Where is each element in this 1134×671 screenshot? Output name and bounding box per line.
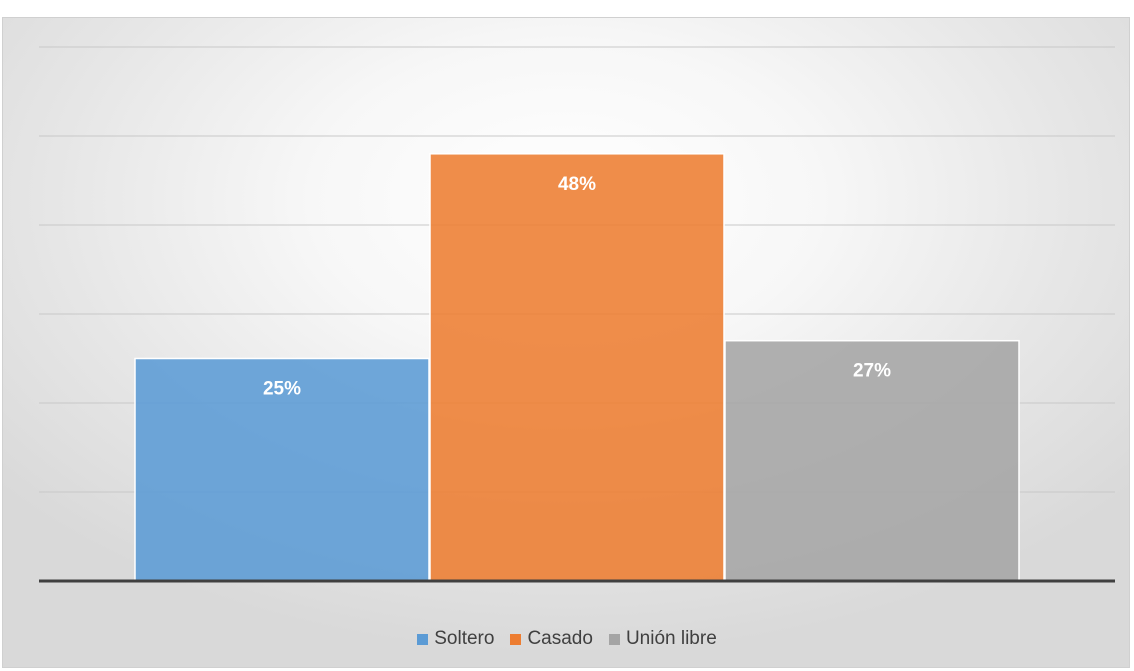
legend-label-soltero: Soltero (434, 628, 494, 650)
legend-swatch-union-libre (609, 634, 620, 645)
legend-item-casado: Casado (510, 628, 593, 650)
data-label-union-libre: 27% (853, 361, 891, 382)
legend-label-union-libre: Unión libre (626, 628, 717, 650)
bar-chart: 25% 48% 27% (3, 18, 1131, 669)
legend-swatch-soltero (417, 634, 428, 645)
legend-label-casado: Casado (527, 628, 593, 650)
bar-casado (430, 154, 724, 581)
data-label-soltero: 25% (263, 379, 301, 400)
legend-item-union-libre: Unión libre (609, 628, 717, 650)
data-label-casado: 48% (558, 174, 596, 195)
legend: Soltero Casado Unión libre (3, 624, 1131, 654)
legend-item-soltero: Soltero (417, 628, 494, 650)
chart-area: 25% 48% 27% Soltero Casado Unión libre (2, 17, 1130, 668)
legend-swatch-casado (510, 634, 521, 645)
